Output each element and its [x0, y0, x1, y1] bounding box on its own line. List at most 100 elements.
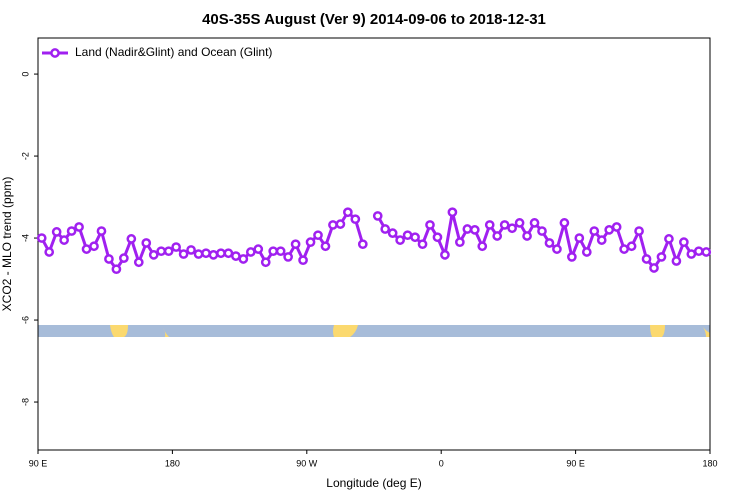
- data-point: [156, 246, 167, 257]
- data-point: [447, 207, 458, 218]
- data-point: [89, 241, 99, 252]
- data-point: [492, 231, 503, 241]
- data-point: [148, 250, 159, 260]
- data-point: [395, 235, 405, 245]
- data-point: [335, 219, 346, 229]
- data-point: [298, 255, 308, 266]
- data-point: [290, 239, 301, 250]
- data-point: [626, 241, 637, 252]
- x-tick-label: 180: [165, 458, 180, 468]
- data-point: [163, 246, 174, 257]
- data-point: [522, 231, 532, 241]
- x-tick-label: 90 W: [296, 458, 318, 468]
- data-point: [552, 244, 562, 254]
- legend-label: Land (Nadir&Glint) and Ocean (Glint): [75, 45, 272, 59]
- data-point: [559, 218, 570, 228]
- data-point: [268, 246, 279, 257]
- data-point: [671, 256, 682, 266]
- data-point: [96, 226, 107, 236]
- data-point: [425, 220, 435, 230]
- data-point: [357, 239, 368, 250]
- data-point: [440, 250, 450, 260]
- data-point: [499, 220, 510, 230]
- data-point: [178, 249, 189, 259]
- data-point: [320, 241, 331, 252]
- data-point: [477, 241, 488, 252]
- x-tick-label: 90 E: [566, 458, 585, 468]
- data-point: [283, 252, 293, 262]
- data-point: [664, 234, 674, 244]
- land-ocean-band: [38, 325, 710, 337]
- data-point: [208, 250, 219, 260]
- y-tick-label: -6: [20, 316, 30, 324]
- chart-title: 40S-35S August (Ver 9) 2014-09-06 to 201…: [202, 11, 546, 28]
- data-point: [372, 211, 383, 221]
- data-point: [201, 248, 211, 259]
- data-point: [104, 254, 114, 264]
- data-point: [529, 218, 540, 228]
- legend-marker: [50, 48, 60, 58]
- x-tick-label: 180: [702, 458, 717, 468]
- y-tick-label: -8: [20, 398, 30, 406]
- data-point: [649, 263, 659, 273]
- data-point: [59, 235, 69, 245]
- y-tick-label: -4: [20, 234, 30, 242]
- data-point: [656, 252, 667, 262]
- data-point: [119, 253, 129, 263]
- data-point: [469, 225, 480, 235]
- data-point: [44, 247, 55, 257]
- data-point: [81, 244, 92, 254]
- data-point: [619, 244, 629, 254]
- data-point: [260, 257, 271, 268]
- data-point: [574, 233, 585, 243]
- data-point: [245, 247, 256, 257]
- data-point: [350, 214, 361, 225]
- data-point: [596, 235, 607, 245]
- data-point: [231, 251, 241, 261]
- data-point: [36, 233, 47, 243]
- data-point: [410, 232, 420, 243]
- data-point: [604, 225, 615, 235]
- data-point: [133, 257, 144, 268]
- data-point: [186, 245, 196, 255]
- data-point: [611, 222, 622, 232]
- data-point: [589, 226, 600, 236]
- data-point: [74, 222, 84, 232]
- y-tick-label: -2: [20, 152, 30, 160]
- data-point: [507, 223, 517, 234]
- data-point: [641, 254, 652, 264]
- data-point: [417, 239, 428, 250]
- data-point: [328, 220, 338, 230]
- data-point: [51, 227, 62, 237]
- data-point: [223, 248, 234, 259]
- data-point: [387, 228, 398, 238]
- data-point: [581, 247, 592, 257]
- data-point: [514, 218, 525, 228]
- data-point: [693, 246, 704, 257]
- data-point: [111, 264, 122, 275]
- data-point: [679, 237, 689, 248]
- data-point: [253, 244, 264, 254]
- y-tick-label: 0: [20, 72, 30, 77]
- x-axis-label: Longitude (deg E): [326, 476, 421, 490]
- data-point: [484, 220, 495, 230]
- data-point: [141, 238, 152, 248]
- data-point: [537, 226, 547, 236]
- data-point: [686, 249, 697, 259]
- data-point: [171, 242, 181, 252]
- data-point: [402, 230, 413, 241]
- data-point: [313, 230, 323, 241]
- data-point: [701, 247, 712, 257]
- x-tick-label: 0: [439, 458, 444, 468]
- data-point: [66, 226, 77, 236]
- data-point: [216, 248, 226, 259]
- data-point: [455, 237, 465, 248]
- data-point: [432, 232, 443, 243]
- data-point: [380, 224, 391, 234]
- data-point: [343, 207, 353, 218]
- data-point: [238, 254, 249, 264]
- data-point: [275, 246, 286, 257]
- data-point: [634, 226, 644, 236]
- plot-frame: [37, 37, 711, 451]
